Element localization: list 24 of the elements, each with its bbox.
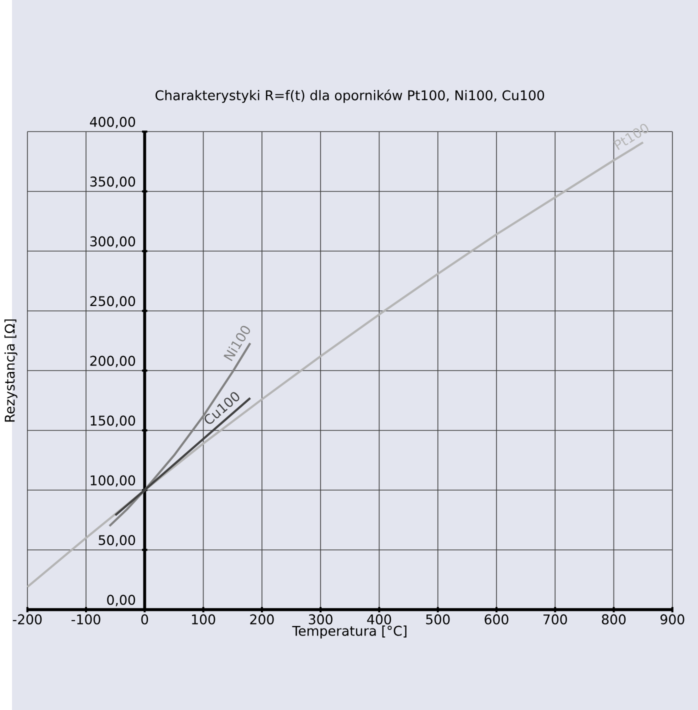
y-tick-label: 200,00 — [90, 356, 136, 368]
x-tick-label: 500 — [426, 614, 450, 624]
y-tick-label: 50,00 — [98, 535, 136, 546]
x-tick-label: 200 — [250, 614, 274, 624]
x-tick-label: 100 — [192, 614, 216, 624]
y-tick-label: 0,00 — [107, 594, 136, 606]
y-tick-label: 300,00 — [90, 236, 136, 248]
y-tick-label: 250,00 — [90, 296, 136, 308]
x-tick-label: 0 — [141, 614, 148, 624]
x-tick-label: 700 — [543, 614, 567, 624]
x-tick-label: 900 — [660, 614, 684, 624]
x-tick-label: -100 — [72, 614, 100, 624]
y-tick-label: 350,00 — [90, 176, 136, 188]
chart-title: Charakterystyki R=f(t) dla oporników Pt100, Ni100, Cu100 — [156, 89, 544, 103]
x-tick-label: 300 — [308, 614, 332, 624]
x-tick-label: 800 — [602, 614, 626, 624]
y-tick-label: 150,00 — [90, 416, 136, 427]
x-tick-label: 600 — [484, 614, 508, 624]
x-tick-label: -200 — [12, 614, 42, 624]
y-axis-title: Rezystancja [Ω] — [4, 319, 18, 422]
y-tick-label: 400,00 — [90, 116, 136, 128]
y-tick-label: 100,00 — [90, 475, 136, 487]
x-axis-title: Temperatura [°C] — [292, 626, 406, 638]
x-tick-label: 400 — [367, 614, 392, 624]
